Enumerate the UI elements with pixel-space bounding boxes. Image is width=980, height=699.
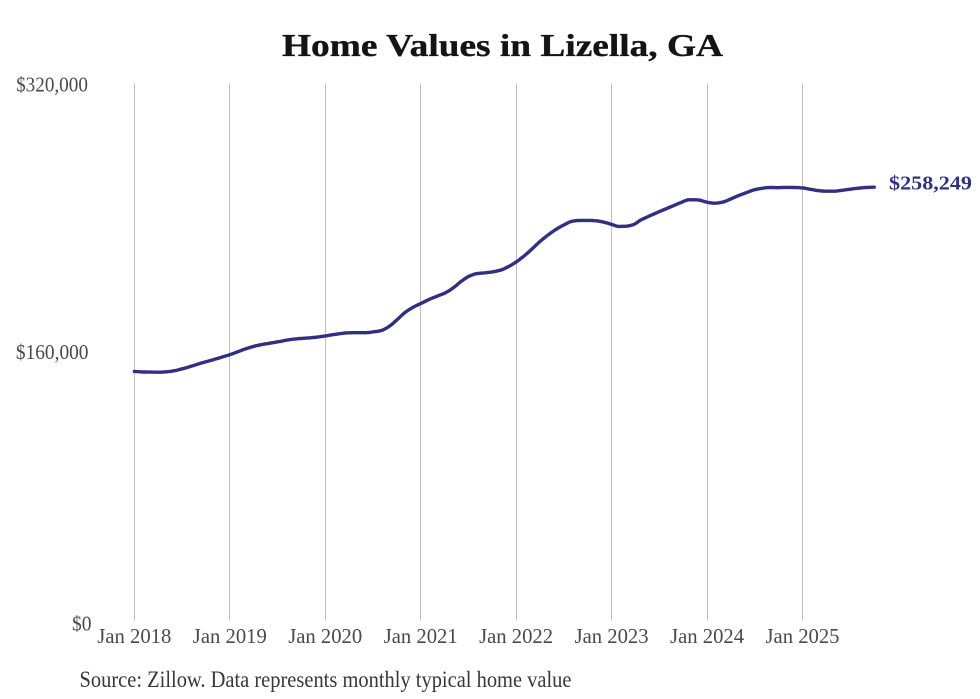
svg-text:Jan 2020: Jan 2020 [288, 624, 362, 648]
svg-text:Jan 2018: Jan 2018 [97, 624, 171, 648]
svg-text:Source: Zillow. Data represent: Source: Zillow. Data represents monthly … [80, 667, 572, 692]
svg-text:Jan 2019: Jan 2019 [193, 624, 267, 648]
svg-text:Jan 2021: Jan 2021 [384, 624, 458, 648]
svg-text:$0: $0 [72, 611, 92, 635]
svg-text:$160,000: $160,000 [16, 340, 89, 364]
svg-text:Jan 2024: Jan 2024 [670, 624, 744, 648]
svg-text:$320,000: $320,000 [16, 73, 88, 97]
svg-text:Jan 2025: Jan 2025 [766, 624, 840, 648]
svg-text:Jan 2022: Jan 2022 [479, 624, 553, 648]
svg-text:Jan 2023: Jan 2023 [575, 624, 649, 648]
svg-text:Home Values in Lizella, GA: Home Values in Lizella, GA [282, 27, 723, 63]
svg-text:$258,249: $258,249 [889, 172, 972, 194]
